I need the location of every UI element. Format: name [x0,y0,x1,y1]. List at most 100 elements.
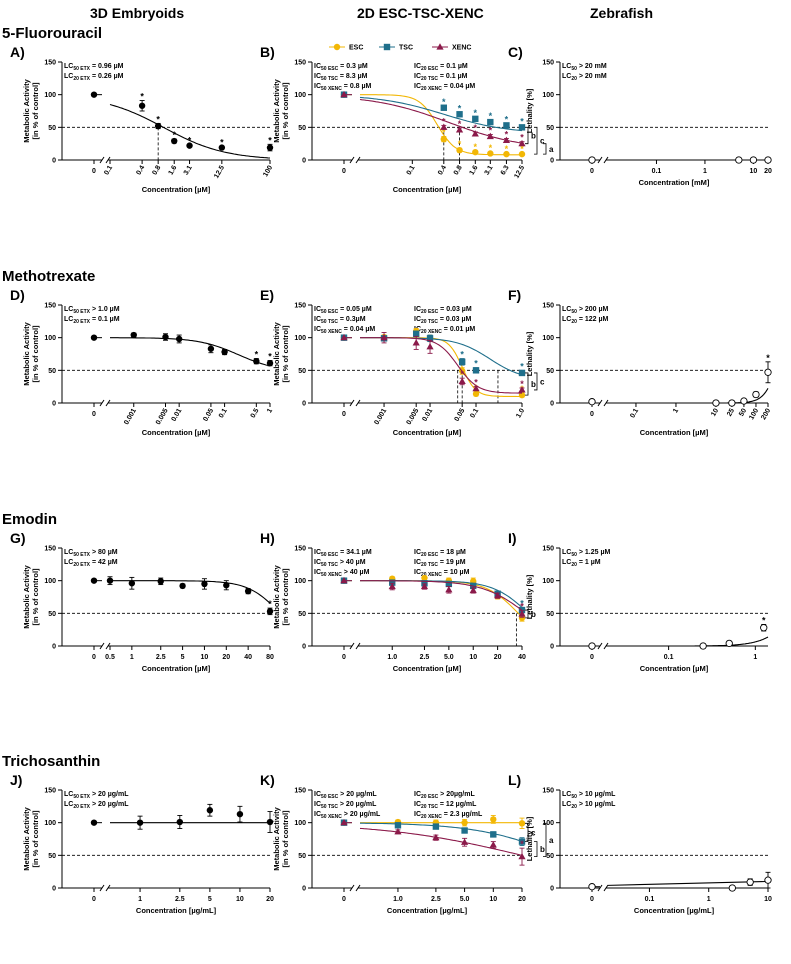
x-axis-label: Concentration [µM] [640,664,709,673]
x-tick-label: 1 [707,896,711,903]
x-tick-label: 0.4 [437,164,448,176]
annotation: IC20 XENC = 2.3 µg/mL [414,811,483,820]
x-tick-label: 0 [92,411,96,418]
x-tick-label: 20 [494,654,502,661]
annotation: IC20 ESC = 0.1 µM [414,63,468,72]
significance-star: * [442,116,446,126]
significance-star: * [268,135,272,145]
column-header: 2D ESC-TSC-XENC [357,5,484,21]
annotation: IC50 XENC = 0.04 µM [314,326,375,335]
x-tick-label: 3.1 [183,164,194,176]
y-tick-label: 0 [550,158,554,165]
x-tick-label: 1.0 [515,407,526,419]
panel-D: D) 0 50 100 150 Metabolic Activity [in % of co… [10,287,274,437]
x-tick-label: 20 [764,168,772,175]
significance-star: * [766,353,770,363]
data-point [518,139,526,147]
data-point [740,397,748,405]
y-tick-label: 100 [294,578,306,585]
annotation: IC20 XENC = 0.01 µM [414,326,475,335]
y-tick-label: 0 [550,886,554,893]
data-point [518,150,526,158]
control-point [340,818,348,826]
panel-label: H) [260,530,275,546]
series-data [588,156,772,164]
x-tick-label: 0.5 [105,654,115,661]
data-point [746,878,754,886]
x-tick-label: 1 [672,407,680,414]
legend: ESC TSC XENC [329,43,471,52]
data-point [764,368,772,376]
control-point [340,333,348,341]
annotation: IC20 ESC = 18 µM [414,549,466,558]
series-data: * [90,576,274,616]
y-tick-label: 50 [298,853,306,860]
y-tick-label: 150 [44,303,56,310]
y-tick-label: 100 [542,578,554,585]
data-point [518,124,526,131]
significance-star: * [520,116,524,126]
control-point [90,91,98,98]
data-point [236,810,244,818]
significance-star: * [460,350,464,360]
significance-star: * [140,92,144,102]
significance-star: * [505,114,509,124]
y-axis-label: Metabolic Activity [272,564,281,628]
row-header: 5-Fluorouracil [2,25,102,42]
significance-bracket [525,372,529,396]
significance-star: * [474,359,478,369]
significance-bracket [534,841,538,858]
y-tick-label: 50 [48,125,56,132]
significance-star: * [520,379,524,389]
annotation: IC50 TSC = 8.3 µM [314,73,368,82]
series-ESC: ** * * * * [340,91,526,158]
legend-label: XENC [452,45,471,52]
y-tick-label: 0 [302,886,306,893]
y-tick-label: 100 [294,335,306,342]
x-tick-label: 2.5 [156,654,166,661]
panel-L: L) 0 50 100 150 Lethality [%] 0 0.1 1 10 Concentra… [508,772,772,915]
y-tick-label: 100 [542,335,554,342]
panel-label: L) [508,772,521,788]
significance-bracket [543,143,547,155]
axis-break [99,156,105,164]
significance-star: * [520,144,524,154]
series-XENC: * [340,576,526,618]
data-point [380,333,388,341]
x-tick-label: 10 [236,896,244,903]
data-point [426,335,434,342]
data-point [712,399,720,407]
series-data: * * * * * * [90,91,274,159]
row-header: Trichosanthin [2,753,100,770]
panel-label: I) [508,530,517,546]
series-data: * [588,615,769,650]
data-point [440,135,448,143]
x-tick-label: 0 [92,896,96,903]
significance-star: * [156,114,160,124]
axis-break [349,642,355,650]
data-point [518,386,526,393]
control-point [588,398,596,406]
annotation: IC50 TSC > 20 µg/mL [314,801,377,810]
annotation: IC20 TSC = 0.03 µM [414,316,472,325]
data-point [412,339,420,346]
data-point [162,333,169,341]
x-tick-label: 0 [590,896,594,903]
y-axis-label: Metabolic Activity [22,564,31,628]
axis-break [99,642,105,650]
control-point [340,576,348,584]
annotation: LC50 ETX > 1.0 µM [64,306,120,315]
data-point [760,624,768,632]
data-point [445,586,453,593]
annotation: LC20 ETX = 0.26 µM [64,73,124,82]
annotation: LC20 ETX = 0.1 µM [64,316,120,325]
significance-star: * [474,108,478,118]
y-tick-label: 0 [302,158,306,165]
data-point [699,642,707,650]
x-tick-label: 10 [201,654,209,661]
y-tick-label: 150 [294,546,306,553]
fit-curve [360,337,522,394]
data-point [487,118,494,126]
x-tick-label: 80 [266,654,274,661]
